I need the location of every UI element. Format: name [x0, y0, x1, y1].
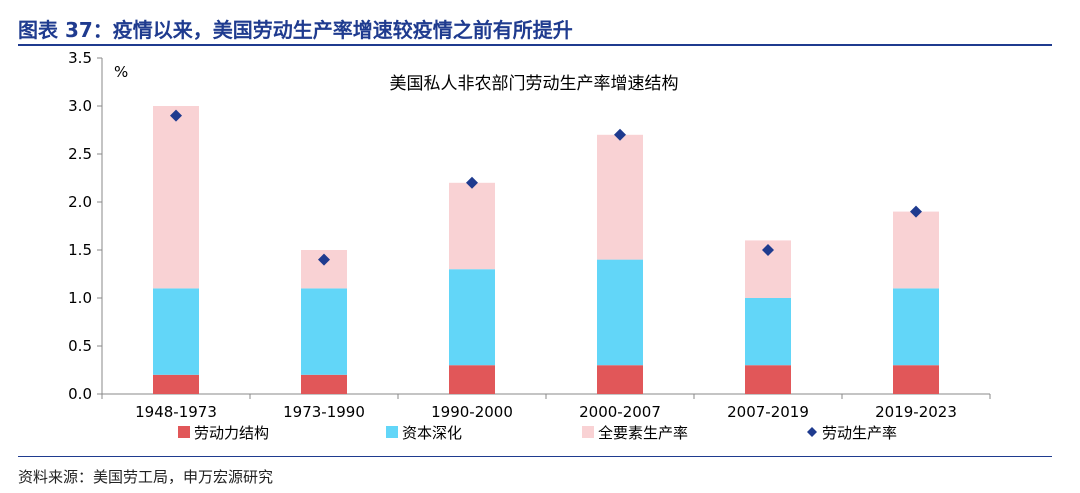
productivity-markers — [170, 109, 922, 266]
x-tick-label: 1948-1973 — [135, 403, 217, 421]
bar-segment-capital-deepening-2 — [449, 269, 495, 366]
source-note: 资料来源：美国劳工局，申万宏源研究 — [18, 468, 274, 486]
x-tick-label: 2007-2019 — [727, 403, 809, 421]
bar-segment-labor-structure-3 — [597, 365, 643, 394]
y-tick-label: 1.5 — [68, 241, 92, 259]
productivity-point-1 — [318, 253, 330, 266]
bottom-rule — [18, 456, 1052, 457]
bar-segment-tfp-3 — [597, 134, 643, 260]
legend-label-2: 全要素生产率 — [598, 424, 688, 442]
figure-title: 图表 37：疫情以来，美国劳动生产率增速较疫情之前有所提升 — [18, 18, 573, 42]
bar-segment-tfp-2 — [449, 182, 495, 270]
x-tick-label: 1990-2000 — [431, 403, 513, 421]
legend: 劳动力结构 资本深化 全要素生产率 劳动生产率 — [178, 424, 897, 442]
productivity-point-3 — [614, 128, 626, 141]
y-unit-label: % — [114, 63, 128, 81]
productivity-point-2 — [466, 176, 478, 189]
bar-segment-tfp-5 — [893, 211, 939, 289]
x-tick-label: 2000-2007 — [579, 403, 661, 421]
bar-segment-labor-structure-2 — [449, 365, 495, 394]
axes: 0.0 0.5 1.0 1.5 2.0 2.5 3.0 3.5 1948-1973 1973-19… — [68, 49, 991, 421]
legend-swatch-0 — [178, 426, 190, 438]
bar-segment-labor-structure-5 — [893, 365, 939, 394]
y-tick-label: 3.5 — [68, 49, 92, 67]
y-tick-label: 2.5 — [68, 145, 92, 163]
y-tick-label: 1.0 — [68, 289, 92, 307]
legend-swatch-3 — [807, 427, 817, 437]
legend-swatch-1 — [386, 426, 398, 438]
x-tick-label: 2019-2023 — [875, 403, 957, 421]
productivity-point-0 — [170, 109, 182, 122]
bar-segment-tfp-0 — [153, 106, 199, 289]
bar-segment-capital-deepening-4 — [745, 298, 791, 366]
bar-segment-capital-deepening-1 — [301, 288, 347, 375]
bar-segment-capital-deepening-0 — [153, 288, 199, 375]
bar-segment-capital-deepening-5 — [893, 288, 939, 366]
legend-label-1: 资本深化 — [402, 424, 462, 442]
productivity-point-4 — [762, 244, 774, 256]
chart-title: 美国私人非农部门劳动生产率增速结构 — [390, 74, 679, 94]
bar-segment-capital-deepening-3 — [597, 259, 643, 366]
y-tick-label: 0.0 — [68, 385, 92, 403]
legend-label-3: 劳动生产率 — [822, 424, 897, 442]
x-tick-label: 1973-1990 — [283, 403, 365, 421]
bars-group — [153, 106, 939, 394]
title-rule — [18, 44, 1052, 46]
bar-segment-labor-structure-1 — [301, 374, 347, 394]
y-tick-label: 2.0 — [68, 193, 92, 211]
legend-swatch-2 — [582, 426, 594, 438]
bar-segment-labor-structure-4 — [745, 365, 791, 394]
y-tick-label: 3.0 — [68, 97, 92, 115]
legend-label-0: 劳动力结构 — [194, 424, 269, 442]
productivity-point-5 — [910, 205, 922, 218]
stacked-bar-chart: 0.0 0.5 1.0 1.5 2.0 2.5 3.0 3.5 1948-1973 1973-19… — [68, 49, 991, 442]
bar-segment-labor-structure-0 — [153, 374, 199, 394]
y-tick-label: 0.5 — [68, 337, 92, 355]
